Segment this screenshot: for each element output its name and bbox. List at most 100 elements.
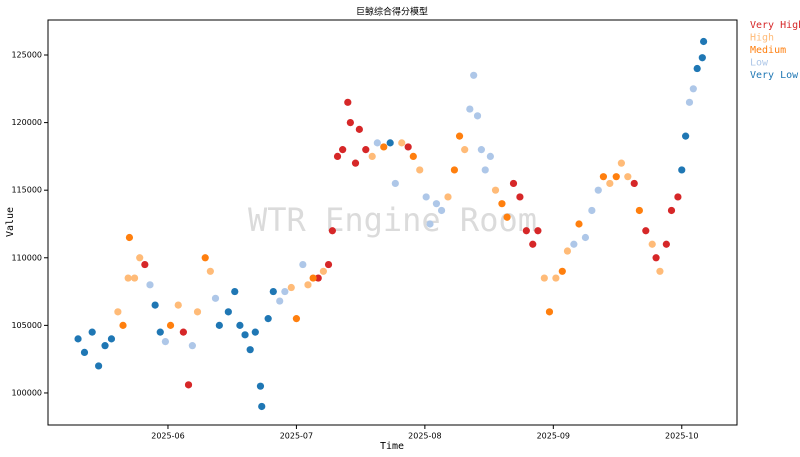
legend-entry: Medium bbox=[750, 45, 786, 56]
point bbox=[362, 146, 370, 154]
point bbox=[635, 206, 643, 215]
point bbox=[269, 287, 277, 296]
point bbox=[682, 132, 690, 140]
point bbox=[231, 287, 239, 296]
point bbox=[256, 382, 265, 390]
point bbox=[516, 193, 524, 201]
point bbox=[74, 335, 82, 343]
point bbox=[184, 381, 193, 389]
point bbox=[224, 308, 232, 316]
point bbox=[141, 260, 149, 269]
point bbox=[304, 281, 312, 289]
point bbox=[581, 233, 590, 242]
point bbox=[114, 308, 122, 316]
point bbox=[473, 112, 482, 120]
point bbox=[215, 321, 223, 329]
point bbox=[558, 267, 566, 275]
point bbox=[612, 173, 620, 181]
point bbox=[426, 220, 434, 228]
point bbox=[373, 139, 381, 147]
y-tick-label: 105000 bbox=[11, 321, 42, 330]
point bbox=[404, 143, 412, 151]
point bbox=[630, 179, 638, 188]
point bbox=[211, 294, 220, 302]
point bbox=[674, 193, 682, 201]
point bbox=[491, 186, 500, 194]
point bbox=[450, 166, 459, 174]
point bbox=[319, 267, 327, 275]
point bbox=[466, 105, 474, 113]
point bbox=[236, 321, 244, 329]
point bbox=[380, 143, 388, 151]
point bbox=[351, 159, 360, 167]
point bbox=[386, 139, 394, 147]
point bbox=[522, 227, 530, 235]
point bbox=[529, 240, 537, 248]
point bbox=[624, 173, 632, 181]
point bbox=[498, 200, 506, 208]
point bbox=[455, 132, 464, 140]
point bbox=[258, 402, 266, 411]
point bbox=[136, 254, 144, 262]
point bbox=[477, 146, 485, 154]
point bbox=[246, 346, 254, 354]
point bbox=[281, 287, 289, 296]
point bbox=[166, 321, 175, 329]
point bbox=[444, 193, 452, 201]
point bbox=[509, 179, 518, 188]
point bbox=[685, 98, 694, 106]
point bbox=[503, 213, 511, 221]
watermark: WTR Engine Room bbox=[248, 201, 537, 239]
point bbox=[125, 233, 134, 242]
x-tick-label: 2025-09 bbox=[537, 432, 570, 441]
point bbox=[398, 139, 406, 147]
point bbox=[124, 274, 132, 282]
point bbox=[264, 315, 272, 323]
legend-entry: Low bbox=[750, 58, 769, 69]
point bbox=[698, 54, 706, 62]
y-tick-label: 125000 bbox=[11, 51, 42, 60]
point bbox=[563, 247, 572, 255]
point bbox=[391, 179, 399, 188]
point bbox=[368, 152, 376, 160]
point bbox=[481, 166, 489, 174]
point bbox=[161, 337, 170, 346]
point bbox=[648, 240, 656, 248]
point bbox=[545, 308, 554, 316]
point bbox=[416, 166, 424, 174]
point bbox=[251, 328, 259, 336]
point bbox=[575, 220, 583, 228]
point bbox=[422, 193, 430, 201]
point bbox=[119, 321, 127, 329]
y-tick-label: 120000 bbox=[11, 118, 42, 127]
point bbox=[642, 227, 650, 235]
point bbox=[540, 274, 548, 282]
x-tick-label: 2025-07 bbox=[280, 432, 313, 441]
point bbox=[146, 281, 154, 289]
point bbox=[552, 274, 560, 282]
point bbox=[95, 362, 103, 370]
point bbox=[324, 260, 333, 269]
point bbox=[201, 254, 209, 262]
point bbox=[346, 119, 354, 127]
point bbox=[309, 274, 317, 282]
y-tick-label: 100000 bbox=[11, 388, 42, 397]
point bbox=[409, 152, 417, 160]
plot-frame bbox=[47, 19, 738, 426]
point bbox=[667, 206, 676, 215]
point bbox=[107, 335, 116, 343]
y-axis-label: Value bbox=[5, 207, 16, 237]
point bbox=[437, 206, 446, 215]
x-tick-label: 2025-08 bbox=[408, 432, 441, 441]
x-axis-label: Time bbox=[380, 441, 404, 452]
point bbox=[570, 240, 578, 248]
point bbox=[292, 315, 301, 323]
y-tick-label: 110000 bbox=[11, 253, 42, 262]
point bbox=[594, 186, 602, 194]
point bbox=[179, 328, 187, 336]
legend-entry: High bbox=[750, 33, 774, 44]
y-tick-label: 115000 bbox=[11, 186, 42, 195]
point bbox=[151, 301, 159, 309]
